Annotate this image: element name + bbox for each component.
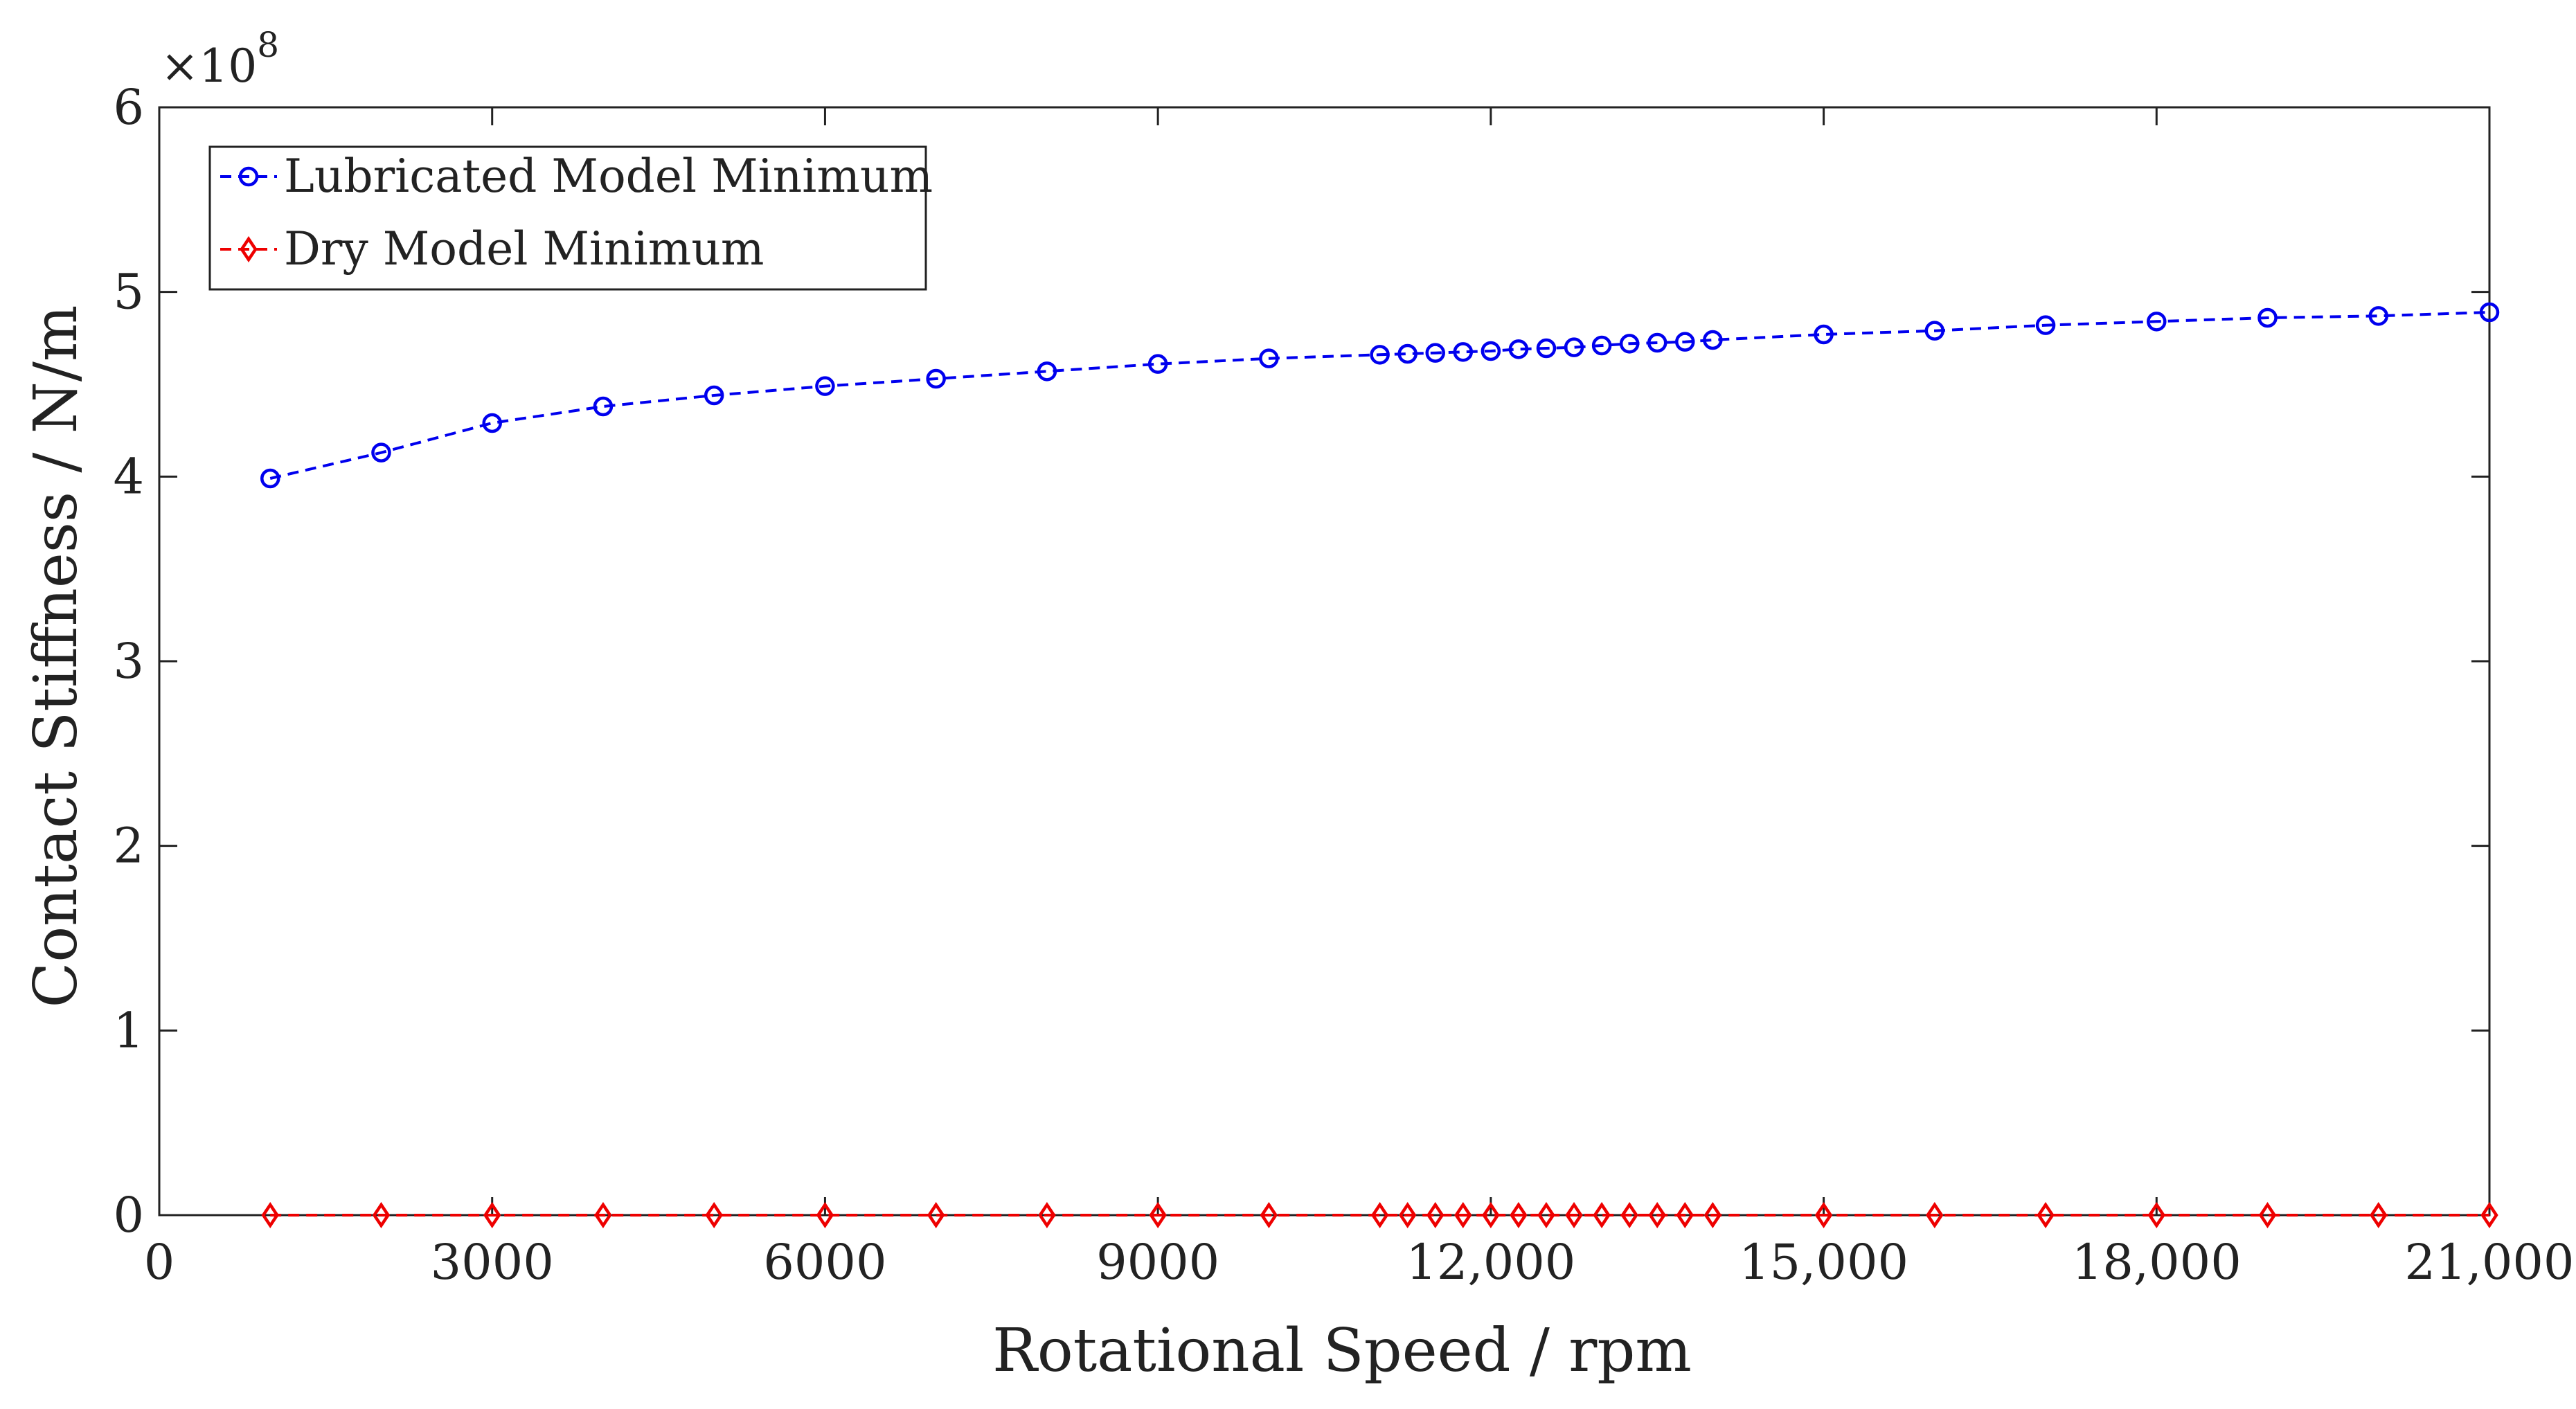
x-tick-label: 18,000 [2072,1234,2242,1291]
x-tick-label: 21,000 [2405,1234,2575,1291]
data-point [371,442,391,463]
data-point [593,396,614,417]
y-tick-label: 2 [113,818,144,874]
data-point [1147,354,1168,374]
data-point [260,468,280,489]
data-point [1814,1201,1833,1229]
data-point [1591,335,1612,356]
data-point [1593,1201,1611,1229]
data-point [1926,1201,1944,1229]
data-point [2479,302,2500,323]
legend-label: Lubricated Model Minimum [284,150,933,203]
data-point [1924,321,1945,341]
legend-label: Dry Model Minimum [284,222,764,276]
data-point [2368,306,2389,326]
data-point [1510,1201,1528,1229]
x-axis-label: Rotational Speed / rpm [992,1316,1692,1385]
y-axis-label: Contact Stiffness / N/m [21,305,91,1008]
data-point [1537,1201,1555,1229]
y-exponent-power: 8 [257,25,279,65]
data-point [1260,1201,1278,1229]
data-point [1565,1201,1583,1229]
series-lubricated [260,302,2500,489]
data-point [2257,307,2278,328]
legend-entry: Dry Model Minimum [220,222,764,276]
data-point [1370,1201,1389,1229]
x-tick-label: 3000 [431,1234,554,1291]
data-point [2147,312,2167,332]
legend-box [208,145,927,291]
data-point [1425,343,1445,363]
data-point [705,1201,723,1229]
data-point [1149,1201,1167,1229]
y-exponent-label: ×108 [161,25,279,93]
data-point [927,1201,945,1229]
data-point [1037,361,1057,382]
data-point [816,1201,834,1229]
x-tick-label: 15,000 [1739,1234,1908,1291]
data-point [261,1201,279,1229]
series-dry [261,1201,2498,1229]
data-point [1676,1201,1694,1229]
data-point [372,1201,391,1229]
x-tick-label: 6000 [763,1234,886,1291]
data-point [1620,1201,1638,1229]
data-point [1703,1201,1722,1229]
y-tick-label: 0 [113,1187,144,1244]
plot-series [260,302,2500,1229]
data-point [1647,332,1667,353]
y-tick-label: 4 [113,448,144,505]
data-point [2147,1201,2165,1229]
data-point [483,1201,501,1229]
data-point [1397,343,1417,364]
data-point [1453,342,1474,362]
y-tick-label: 1 [113,1002,144,1059]
data-point [1482,1201,1500,1229]
legend-marker [238,166,259,187]
data-point [1564,337,1584,357]
data-point [1703,330,1723,350]
data-point [482,413,502,433]
y-tick-label: 6 [113,79,144,136]
data-point [1370,345,1390,365]
data-point [704,385,724,406]
data-point [1398,1201,1417,1229]
data-point [1038,1201,1056,1229]
legend: Lubricated Model Minimum Dry Model Minimu… [208,145,933,291]
data-point [926,368,946,389]
data-point [1814,324,1834,345]
data-point [2480,1201,2498,1229]
x-tick-label: 12,000 [1406,1234,1575,1291]
data-point [1259,348,1279,368]
data-point [1454,1201,1472,1229]
y-exponent-base: ×10 [161,39,257,93]
data-point [594,1201,612,1229]
data-point [1508,339,1529,359]
legend-marker [240,235,258,263]
y-tick-label: 3 [113,633,144,690]
data-point [2035,315,2056,335]
data-point [1481,341,1501,361]
data-point [2258,1201,2277,1229]
y-tick-label: 5 [113,264,144,321]
tick-labels: 0 3000 6000 9000 12,000 15,000 18,000 21,000 0 1 2… [113,79,2574,1291]
data-point [1619,334,1640,354]
data-point [1675,332,1695,352]
legend-entry: Lubricated Model Minimum [220,150,933,203]
x-tick-label: 9000 [1096,1234,1219,1291]
data-point [2370,1201,2388,1229]
data-point [1648,1201,1666,1229]
x-tick-label: 0 [144,1234,175,1291]
series-line [269,311,2490,480]
data-point [2037,1201,2055,1229]
data-point [1426,1201,1444,1229]
data-point [815,376,835,396]
data-point [1536,338,1557,359]
